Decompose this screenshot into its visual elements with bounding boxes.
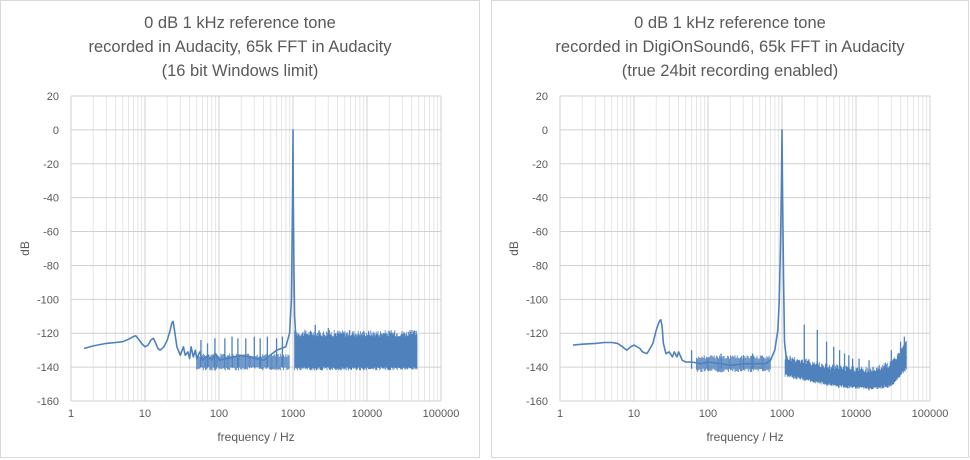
y-tick-label: -160 bbox=[526, 396, 548, 408]
y-tick-label: -20 bbox=[43, 159, 59, 171]
chart-plot-left: 20 0 -20 -40 -60 -80 -100 -120 -140 -160 1 10 100 100… bbox=[18, 91, 460, 444]
series-line bbox=[572, 129, 908, 387]
x-tick-label: 10000 bbox=[352, 408, 383, 420]
x-axis-title: frequency / Hz bbox=[706, 430, 783, 444]
x-tick-label: 100000 bbox=[912, 408, 949, 420]
y-tick-label: -80 bbox=[532, 260, 548, 272]
x-tick-label: 10000 bbox=[841, 408, 872, 420]
y-tick-label: -60 bbox=[43, 227, 59, 239]
y-tick-label: -40 bbox=[532, 193, 548, 205]
y-tick-label: -140 bbox=[37, 362, 59, 374]
x-axis-title: frequency / Hz bbox=[217, 430, 294, 444]
y-tick-label: -20 bbox=[532, 159, 548, 171]
x-tick-label: 10 bbox=[139, 408, 151, 420]
noise-band bbox=[784, 341, 907, 391]
chart-title-line: 0 dB 1 kHz reference tone bbox=[144, 14, 336, 32]
chart-subtitle-line: recorded in Audacity, 65k FFT in Audacit… bbox=[88, 38, 392, 56]
chart-panel-left: 0 dB 1 kHz reference tone recorded in Au… bbox=[0, 0, 480, 458]
x-tick-label: 1 bbox=[557, 408, 563, 420]
x-tick-label: 1000 bbox=[281, 408, 305, 420]
x-tick-label: 1000 bbox=[770, 408, 794, 420]
chart-subtitle-line: recorded in DigiOnSound6, 65k FFT in Aud… bbox=[555, 38, 905, 56]
y-axis-title: dB bbox=[18, 241, 32, 256]
chart-plot-right: 20 0 -20 -40 -60 -80 -100 -120 -140 -160 1 10 100 100… bbox=[507, 91, 949, 444]
y-axis-title: dB bbox=[507, 241, 521, 256]
y-tick-label: -60 bbox=[532, 227, 548, 239]
y-tick-label: 0 bbox=[542, 125, 548, 137]
y-tick-label: -40 bbox=[43, 193, 59, 205]
x-tick-label: 100 bbox=[210, 408, 228, 420]
chart-panel-right: 0 dB 1 kHz reference tone recorded in Di… bbox=[491, 0, 969, 458]
y-tick-label: -120 bbox=[37, 328, 59, 340]
x-tick-label: 100 bbox=[699, 408, 717, 420]
grid-group bbox=[559, 95, 931, 402]
y-tick-label: 20 bbox=[536, 91, 548, 103]
chart-subtitle-line: (16 bit Windows limit) bbox=[161, 62, 319, 80]
chart-title-left: 0 dB 1 kHz reference tone recorded in Au… bbox=[1, 11, 479, 83]
y-tick-label: -120 bbox=[526, 328, 548, 340]
y-tick-label: -100 bbox=[526, 294, 548, 306]
y-tick-label: -140 bbox=[526, 362, 548, 374]
chart-subtitle-line: (true 24bit recording enabled) bbox=[621, 62, 839, 80]
chart-title-right: 0 dB 1 kHz reference tone recorded in Di… bbox=[492, 11, 968, 83]
y-tick-label: -100 bbox=[37, 294, 59, 306]
y-tick-label: -160 bbox=[37, 396, 59, 408]
x-tick-label: 1 bbox=[68, 408, 74, 420]
x-tick-label: 100000 bbox=[423, 408, 460, 420]
y-tick-label: 20 bbox=[47, 91, 59, 103]
y-tick-label: -80 bbox=[43, 260, 59, 272]
y-tick-label: 0 bbox=[53, 125, 59, 137]
series-line bbox=[83, 129, 418, 362]
chart-title-line: 0 dB 1 kHz reference tone bbox=[634, 14, 826, 32]
x-tick-label: 10 bbox=[628, 408, 640, 420]
